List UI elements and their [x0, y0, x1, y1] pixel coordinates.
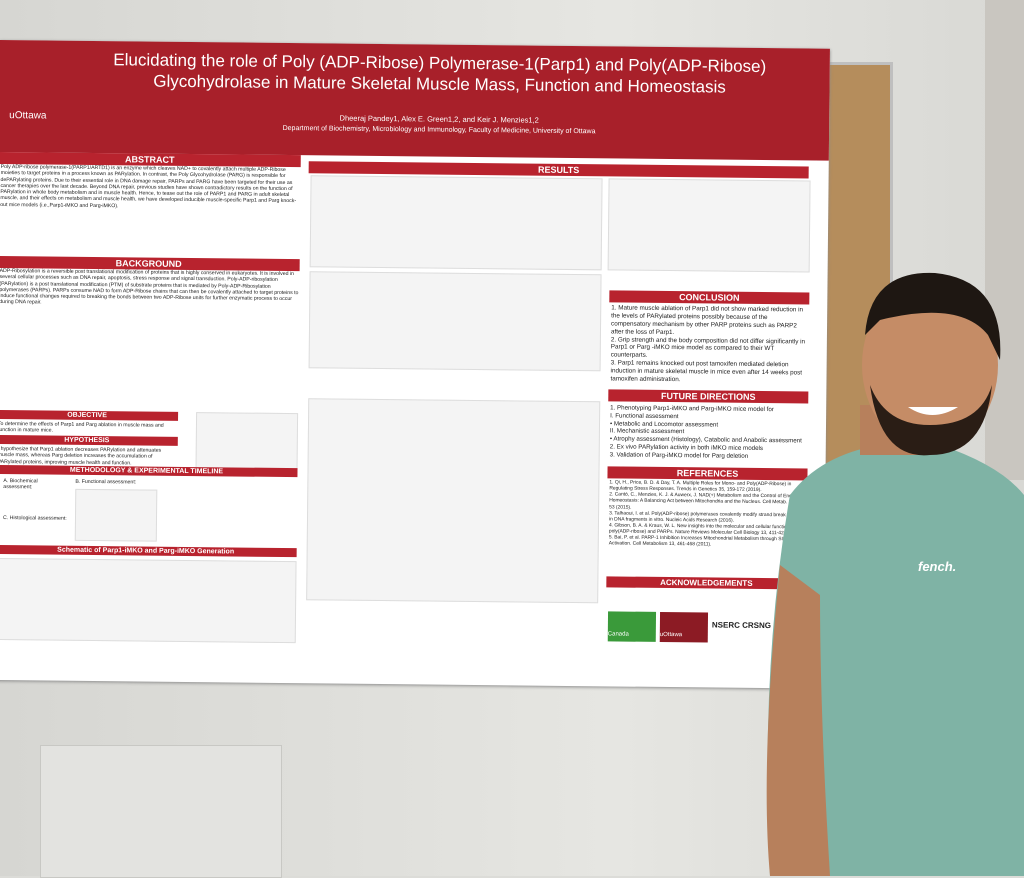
poster: uOttawa Elucidating the role of Poly (AD… [0, 40, 830, 689]
section-heading: METHODOLOGY & EXPERIMENTAL TIMELINE [0, 465, 298, 477]
method-item: A. Biochemical assessment: [3, 478, 63, 491]
section-heading: HYPOTHESIS [0, 435, 178, 446]
figure [310, 175, 603, 270]
figure [196, 412, 299, 470]
title: Elucidating the role of Poly (ADP-Ribose… [59, 49, 819, 99]
timeline [75, 489, 158, 542]
wall-box [40, 745, 282, 878]
sponsor-logo: uOttawa [660, 612, 708, 643]
section-heading: OBJECTIVE [0, 410, 178, 421]
section-heading: Schematic of Parp1-iMKO and Parg-iMKO Ge… [0, 545, 297, 557]
person: fench. [760, 265, 1024, 876]
figure [608, 178, 811, 272]
background-text: ADP-Ribosylation is a reversible post tr… [0, 268, 300, 409]
sponsor-logo: Canada [608, 611, 656, 642]
method-item: C. Histological assessment: [3, 515, 73, 522]
method-item: B. Functional assessment: [75, 479, 155, 486]
logo: uOttawa [9, 110, 46, 121]
objective-text: To determine the effects of Parp1 and Pa… [0, 421, 178, 436]
shirt-logo: fench. [918, 559, 956, 574]
figure [309, 271, 602, 371]
figure [306, 398, 600, 603]
schematic [0, 558, 297, 643]
abstract-text: Poly ADP-ribose polymerase-1(PARP1/ARTD1… [0, 164, 301, 257]
